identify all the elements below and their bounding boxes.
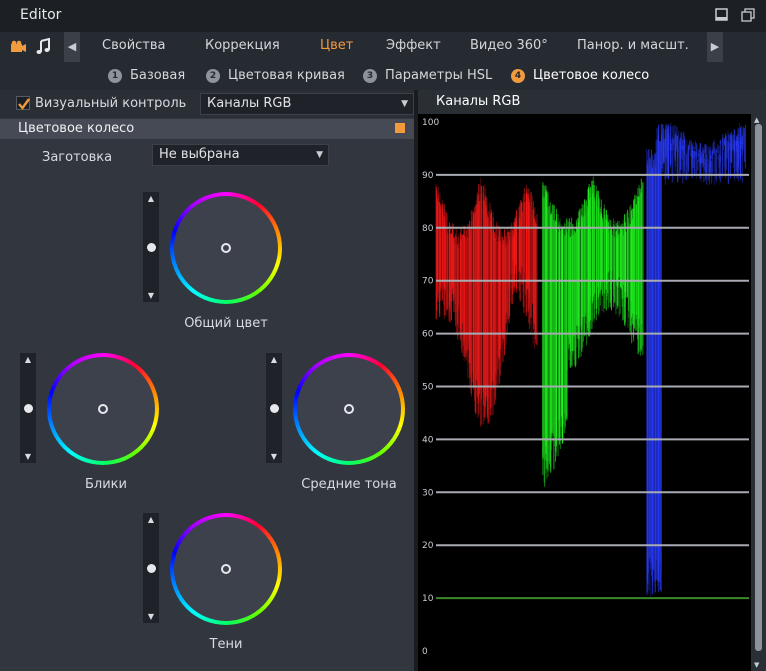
tab-color[interactable]: Цвет (320, 38, 354, 53)
section-title: Цветовое колесо (18, 121, 135, 136)
tab-pan-zoom[interactable]: Панор. и масшт. (577, 38, 689, 53)
subtab-number: 2 (206, 69, 220, 83)
tab-video-360[interactable]: Видео 360° (470, 38, 548, 53)
scope-channel-trace (435, 177, 538, 427)
scope-axis-label: 30 (422, 488, 434, 498)
slider-knob[interactable] (147, 243, 156, 252)
arrow-up-icon[interactable]: ▲ (24, 355, 32, 364)
title-bar: Editor (0, 0, 766, 32)
tabs-scroll-right-button[interactable]: ▶ (707, 32, 723, 62)
midtones-color-wheel[interactable] (293, 353, 405, 465)
arrow-up-icon[interactable]: ▲ (270, 355, 278, 364)
midtones-label: Средние тона (301, 477, 397, 492)
minimize-icon[interactable] (715, 8, 729, 22)
rgb-parade-scope: 100 90 80 70 60 50 40 30 20 10 0 (418, 114, 766, 671)
arrow-up-icon[interactable]: ▲ (754, 116, 760, 124)
arrow-down-icon[interactable]: ▼ (147, 291, 155, 300)
visual-control-label: Визуальный контроль (35, 96, 187, 111)
visual-control-row: Визуальный контроль Каналы RGB ▼ (0, 90, 414, 118)
section-header[interactable]: Цветовое колесо (0, 119, 414, 139)
channel-select-value: Каналы RGB (207, 96, 292, 111)
scope-axis-label: 10 (422, 594, 434, 604)
chevron-down-icon: ▼ (401, 99, 408, 109)
subtab-number: 1 (108, 69, 122, 83)
slider-knob[interactable] (24, 404, 33, 413)
subtab-hsl[interactable]: 3 Параметры HSL (363, 68, 492, 83)
channel-select[interactable]: Каналы RGB ▼ (200, 93, 414, 115)
arrow-up-icon[interactable]: ▲ (147, 515, 155, 524)
section-reset-icon[interactable] (395, 123, 405, 133)
scope-axis-label: 90 (422, 171, 434, 181)
music-icon[interactable] (34, 37, 54, 57)
midtones-brightness-slider[interactable]: ▲ ▼ (266, 353, 282, 463)
shadows-color-wheel[interactable] (170, 513, 282, 625)
wheel-handle[interactable] (344, 404, 354, 414)
slider-knob[interactable] (270, 404, 279, 413)
video-icon[interactable] (8, 37, 28, 57)
highlights-label: Блики (85, 477, 127, 492)
wheel-handle[interactable] (221, 564, 231, 574)
scrollbar-thumb[interactable] (755, 124, 762, 651)
wheel-handle[interactable] (221, 243, 231, 253)
subtab-label: Базовая (130, 68, 186, 83)
preset-select[interactable]: Не выбрана ▼ (152, 144, 329, 166)
subtab-basic[interactable]: 1 Базовая (108, 68, 185, 83)
scope-axis-label: 80 (422, 224, 434, 234)
visual-control-checkbox[interactable] (16, 96, 30, 110)
subtab-number: 4 (511, 69, 525, 83)
scope-scrollbar[interactable]: ▲ ▼ (751, 114, 766, 671)
scope-axis-label: 0 (422, 647, 428, 657)
highlights-brightness-slider[interactable]: ▲ ▼ (20, 353, 36, 463)
tabs-scroll-left-button[interactable]: ◀ (64, 32, 80, 62)
preset-select-value: Не выбрана (159, 147, 240, 162)
restore-icon[interactable] (741, 8, 755, 22)
scope-channel-trace (542, 176, 644, 487)
window-title: Editor (20, 7, 62, 23)
scope-axis-label: 70 (422, 277, 434, 287)
preset-label: Заготовка (42, 150, 113, 165)
subtab-label: Параметры HSL (385, 68, 493, 83)
scope-panel: Каналы RGB 100 90 80 70 60 50 40 30 20 10 0 ▲ ▼ (418, 90, 766, 671)
arrow-down-icon[interactable]: ▼ (147, 612, 155, 621)
arrow-down-icon[interactable]: ▼ (754, 661, 760, 669)
main-tab-bar: ◀ Свойства Коррекция Цвет Эффект Видео 3… (0, 32, 766, 62)
shadows-brightness-slider[interactable]: ▲ ▼ (143, 513, 159, 623)
tab-effect[interactable]: Эффект (386, 38, 441, 53)
scope-axis-label: 20 (422, 541, 434, 551)
tab-properties[interactable]: Свойства (102, 38, 166, 53)
scope-axis-label: 50 (422, 383, 434, 393)
scope-axis-label: 60 (422, 330, 434, 340)
scope-title: Каналы RGB (436, 94, 521, 109)
overall-color-wheel[interactable] (170, 192, 282, 304)
arrow-down-icon[interactable]: ▼ (24, 452, 32, 461)
subtab-label: Цветовое колесо (533, 68, 650, 83)
overall-brightness-slider[interactable]: ▲ ▼ (143, 192, 159, 302)
highlights-color-wheel[interactable] (47, 353, 159, 465)
color-subtab-bar: 1 Базовая 2 Цветовая кривая 3 Параметры HSL… (0, 62, 766, 90)
scope-channel-trace (646, 122, 746, 597)
subtab-label: Цветовая кривая (228, 68, 345, 83)
panel-divider[interactable] (414, 90, 418, 671)
subtab-color-curve[interactable]: 2 Цветовая кривая (206, 68, 345, 83)
scope-axis-label: 100 (422, 118, 439, 128)
scope-axis-label: 40 (422, 435, 434, 445)
chevron-down-icon: ▼ (316, 150, 323, 160)
shadows-label: Тени (209, 637, 243, 652)
subtab-number: 3 (363, 69, 377, 83)
wheel-handle[interactable] (98, 404, 108, 414)
slider-knob[interactable] (147, 564, 156, 573)
subtab-color-wheel[interactable]: 4 Цветовое колесо (511, 68, 649, 83)
scope-header: Каналы RGB (418, 90, 766, 114)
arrow-down-icon[interactable]: ▼ (270, 452, 278, 461)
tab-correction[interactable]: Коррекция (205, 38, 280, 53)
overall-color-label: Общий цвет (184, 316, 268, 331)
arrow-up-icon[interactable]: ▲ (147, 194, 155, 203)
color-wheel-panel: Визуальный контроль Каналы RGB ▼ Цветово… (0, 90, 414, 671)
